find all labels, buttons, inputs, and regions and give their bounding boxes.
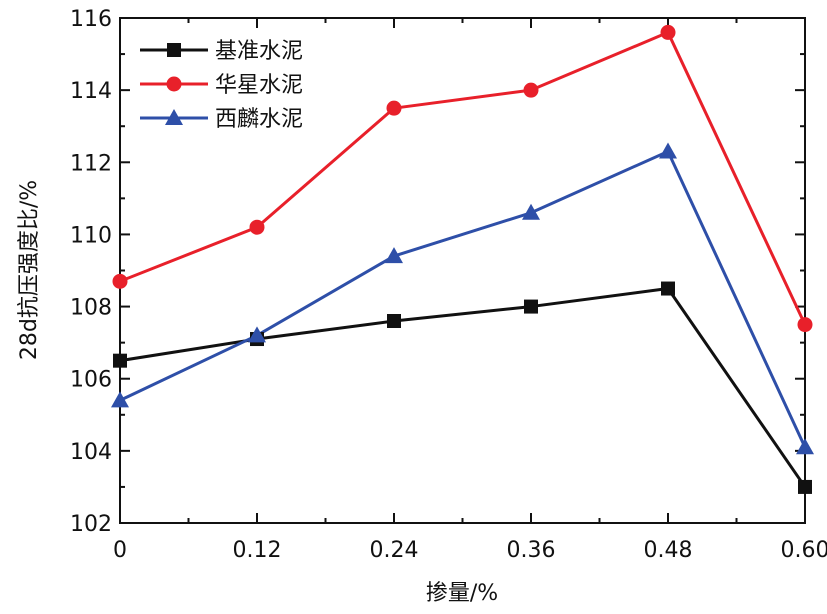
x-axis-title: 掺量/% bbox=[426, 581, 498, 606]
y-tick-label: 110 bbox=[70, 223, 112, 248]
series-line-3 bbox=[119, 149, 807, 448]
data-point-series-3 bbox=[385, 247, 403, 264]
data-point-series-1 bbox=[113, 353, 127, 368]
y-tick-label: 112 bbox=[70, 151, 112, 176]
x-tick-label: 0.60 bbox=[781, 538, 827, 563]
legend-marker bbox=[166, 76, 182, 92]
data-point-series-2 bbox=[112, 273, 128, 289]
legend-label: 西麟水泥 bbox=[215, 107, 303, 132]
data-point-series-2 bbox=[523, 82, 539, 98]
data-point-series-1 bbox=[798, 479, 812, 494]
axis-tick-labels: 0 0.12 0.24 0.36 0.48 0.60 102 104 106 108 110 112 1… bbox=[70, 7, 827, 563]
x-tick-label: 0.12 bbox=[233, 538, 282, 563]
legend-marker bbox=[165, 109, 183, 125]
series-line-1 bbox=[119, 287, 807, 488]
x-tick-label: 0.48 bbox=[644, 538, 693, 563]
y-tick-label: 104 bbox=[70, 440, 112, 465]
x-tick-label: 0.36 bbox=[507, 538, 556, 563]
y-axis-title: 28d抗压强度比/% bbox=[17, 180, 42, 360]
data-point-series-3 bbox=[796, 438, 814, 455]
data-point-series-3 bbox=[659, 142, 677, 159]
series-line-2 bbox=[119, 30, 807, 326]
y-tick-label: 114 bbox=[70, 79, 112, 104]
legend-label: 华星水泥 bbox=[215, 73, 303, 98]
series-markers bbox=[111, 24, 814, 494]
data-point-series-2 bbox=[249, 219, 265, 235]
y-tick-label: 116 bbox=[70, 7, 112, 32]
series-lines bbox=[119, 30, 807, 488]
axis-ticks bbox=[119, 17, 806, 524]
data-point-series-2 bbox=[660, 24, 676, 40]
y-tick-label: 106 bbox=[70, 368, 112, 393]
data-point-series-1 bbox=[524, 299, 538, 314]
y-tick-label: 108 bbox=[70, 296, 112, 321]
legend-label: 基准水泥 bbox=[215, 39, 303, 64]
data-point-series-3 bbox=[522, 203, 540, 220]
x-tick-label: 0 bbox=[113, 538, 127, 563]
x-tick-label: 0.24 bbox=[370, 538, 419, 563]
legend-marker bbox=[167, 43, 181, 57]
data-point-series-1 bbox=[387, 314, 401, 328]
data-point-series-3 bbox=[248, 326, 266, 343]
data-point-series-2 bbox=[386, 100, 402, 116]
data-point-series-1 bbox=[661, 281, 675, 296]
data-point-series-3 bbox=[111, 391, 129, 408]
y-tick-label: 102 bbox=[70, 512, 112, 537]
data-point-series-2 bbox=[797, 317, 813, 333]
